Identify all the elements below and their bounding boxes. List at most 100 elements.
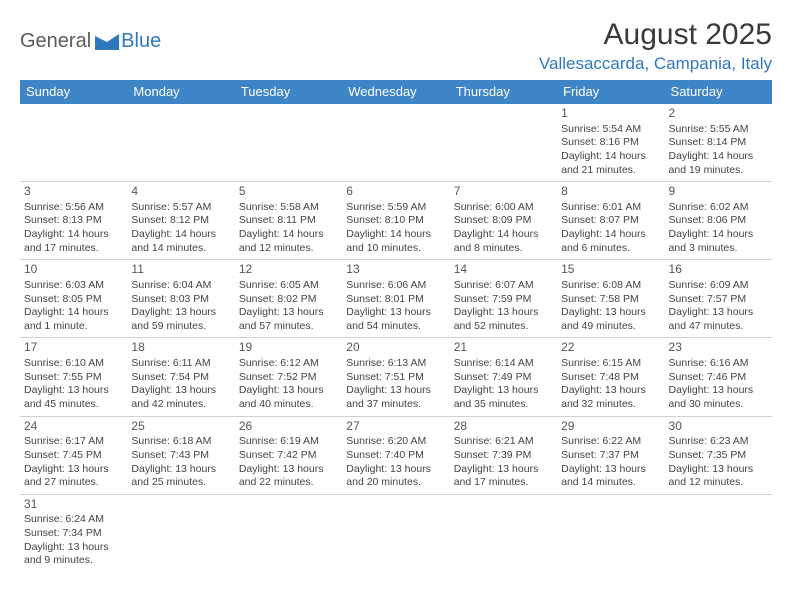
daylight-text: and 27 minutes.	[24, 476, 123, 490]
day-number: 7	[454, 184, 553, 200]
day-number: 1	[561, 106, 660, 122]
header: General Blue August 2025 Vallesaccarda, …	[20, 18, 772, 74]
sunrise-text: Sunrise: 6:06 AM	[346, 279, 445, 293]
day-number: 25	[131, 419, 230, 435]
day-number: 18	[131, 340, 230, 356]
sunrise-text: Sunrise: 5:55 AM	[669, 123, 768, 137]
sunset-text: Sunset: 7:40 PM	[346, 449, 445, 463]
calendar-week-row: 1Sunrise: 5:54 AMSunset: 8:16 PMDaylight…	[20, 104, 772, 182]
sunset-text: Sunset: 7:55 PM	[24, 371, 123, 385]
daylight-text: and 37 minutes.	[346, 398, 445, 412]
calendar-day-cell	[235, 104, 342, 182]
day-number: 22	[561, 340, 660, 356]
sunset-text: Sunset: 8:10 PM	[346, 214, 445, 228]
daylight-text: Daylight: 13 hours	[454, 306, 553, 320]
day-number: 10	[24, 262, 123, 278]
sunrise-text: Sunrise: 5:54 AM	[561, 123, 660, 137]
day-number: 23	[669, 340, 768, 356]
sunrise-text: Sunrise: 6:00 AM	[454, 201, 553, 215]
sunrise-text: Sunrise: 6:12 AM	[239, 357, 338, 371]
daylight-text: and 9 minutes.	[24, 554, 123, 568]
logo-text-part2: Blue	[121, 30, 161, 53]
calendar-day-cell: 18Sunrise: 6:11 AMSunset: 7:54 PMDayligh…	[127, 338, 234, 416]
daylight-text: and 35 minutes.	[454, 398, 553, 412]
daylight-text: and 25 minutes.	[131, 476, 230, 490]
calendar-day-cell	[127, 494, 234, 572]
calendar-week-row: 10Sunrise: 6:03 AMSunset: 8:05 PMDayligh…	[20, 260, 772, 338]
sunset-text: Sunset: 8:01 PM	[346, 293, 445, 307]
calendar-day-cell	[235, 494, 342, 572]
calendar-day-cell	[557, 494, 664, 572]
daylight-text: Daylight: 13 hours	[239, 463, 338, 477]
day-number: 29	[561, 419, 660, 435]
sunrise-text: Sunrise: 6:01 AM	[561, 201, 660, 215]
calendar-day-cell	[342, 104, 449, 182]
day-number: 20	[346, 340, 445, 356]
calendar-day-cell: 17Sunrise: 6:10 AMSunset: 7:55 PMDayligh…	[20, 338, 127, 416]
day-number: 5	[239, 184, 338, 200]
daylight-text: and 49 minutes.	[561, 320, 660, 334]
daylight-text: Daylight: 13 hours	[239, 306, 338, 320]
calendar-week-row: 31Sunrise: 6:24 AMSunset: 7:34 PMDayligh…	[20, 494, 772, 572]
daylight-text: Daylight: 13 hours	[346, 384, 445, 398]
day-number: 24	[24, 419, 123, 435]
daylight-text: and 54 minutes.	[346, 320, 445, 334]
calendar-day-cell	[450, 494, 557, 572]
day-header: Sunday	[20, 80, 127, 104]
daylight-text: Daylight: 13 hours	[239, 384, 338, 398]
calendar-day-cell: 30Sunrise: 6:23 AMSunset: 7:35 PMDayligh…	[665, 416, 772, 494]
daylight-text: Daylight: 13 hours	[669, 306, 768, 320]
sunset-text: Sunset: 8:09 PM	[454, 214, 553, 228]
daylight-text: Daylight: 13 hours	[454, 384, 553, 398]
day-number: 15	[561, 262, 660, 278]
sunrise-text: Sunrise: 6:15 AM	[561, 357, 660, 371]
day-number: 27	[346, 419, 445, 435]
calendar-day-cell: 25Sunrise: 6:18 AMSunset: 7:43 PMDayligh…	[127, 416, 234, 494]
sunrise-text: Sunrise: 6:17 AM	[24, 435, 123, 449]
sunset-text: Sunset: 7:57 PM	[669, 293, 768, 307]
daylight-text: and 8 minutes.	[454, 242, 553, 256]
day-number: 9	[669, 184, 768, 200]
sunrise-text: Sunrise: 6:13 AM	[346, 357, 445, 371]
calendar-day-cell: 26Sunrise: 6:19 AMSunset: 7:42 PMDayligh…	[235, 416, 342, 494]
daylight-text: Daylight: 13 hours	[131, 463, 230, 477]
daylight-text: Daylight: 13 hours	[561, 384, 660, 398]
sunrise-text: Sunrise: 6:14 AM	[454, 357, 553, 371]
title-block: August 2025 Vallesaccarda, Campania, Ita…	[539, 18, 772, 74]
day-number: 3	[24, 184, 123, 200]
daylight-text: Daylight: 13 hours	[24, 541, 123, 555]
daylight-text: Daylight: 13 hours	[346, 306, 445, 320]
daylight-text: and 17 minutes.	[24, 242, 123, 256]
calendar-week-row: 3Sunrise: 5:56 AMSunset: 8:13 PMDaylight…	[20, 182, 772, 260]
calendar-day-cell: 23Sunrise: 6:16 AMSunset: 7:46 PMDayligh…	[665, 338, 772, 416]
daylight-text: Daylight: 14 hours	[669, 228, 768, 242]
sunrise-text: Sunrise: 6:03 AM	[24, 279, 123, 293]
sunset-text: Sunset: 7:45 PM	[24, 449, 123, 463]
sunset-text: Sunset: 8:13 PM	[24, 214, 123, 228]
day-number: 26	[239, 419, 338, 435]
day-number: 21	[454, 340, 553, 356]
calendar-day-cell: 20Sunrise: 6:13 AMSunset: 7:51 PMDayligh…	[342, 338, 449, 416]
calendar-day-cell: 4Sunrise: 5:57 AMSunset: 8:12 PMDaylight…	[127, 182, 234, 260]
logo-flag-icon	[95, 34, 119, 50]
calendar-day-cell: 24Sunrise: 6:17 AMSunset: 7:45 PMDayligh…	[20, 416, 127, 494]
daylight-text: Daylight: 14 hours	[561, 150, 660, 164]
sunset-text: Sunset: 8:12 PM	[131, 214, 230, 228]
calendar-header-row: SundayMondayTuesdayWednesdayThursdayFrid…	[20, 80, 772, 104]
daylight-text: and 14 minutes.	[561, 476, 660, 490]
daylight-text: Daylight: 13 hours	[24, 384, 123, 398]
day-number: 28	[454, 419, 553, 435]
logo-text-part1: General	[20, 30, 91, 53]
sunset-text: Sunset: 7:48 PM	[561, 371, 660, 385]
calendar-week-row: 17Sunrise: 6:10 AMSunset: 7:55 PMDayligh…	[20, 338, 772, 416]
calendar-day-cell	[342, 494, 449, 572]
calendar-day-cell: 9Sunrise: 6:02 AMSunset: 8:06 PMDaylight…	[665, 182, 772, 260]
calendar-table: SundayMondayTuesdayWednesdayThursdayFrid…	[20, 80, 772, 572]
calendar-week-row: 24Sunrise: 6:17 AMSunset: 7:45 PM Dayligh…	[20, 416, 772, 494]
calendar-day-cell: 11Sunrise: 6:04 AMSunset: 8:03 PMDayligh…	[127, 260, 234, 338]
daylight-text: Daylight: 14 hours	[669, 150, 768, 164]
sunset-text: Sunset: 7:59 PM	[454, 293, 553, 307]
daylight-text: and 32 minutes.	[561, 398, 660, 412]
sunrise-text: Sunrise: 6:04 AM	[131, 279, 230, 293]
daylight-text: and 40 minutes.	[239, 398, 338, 412]
